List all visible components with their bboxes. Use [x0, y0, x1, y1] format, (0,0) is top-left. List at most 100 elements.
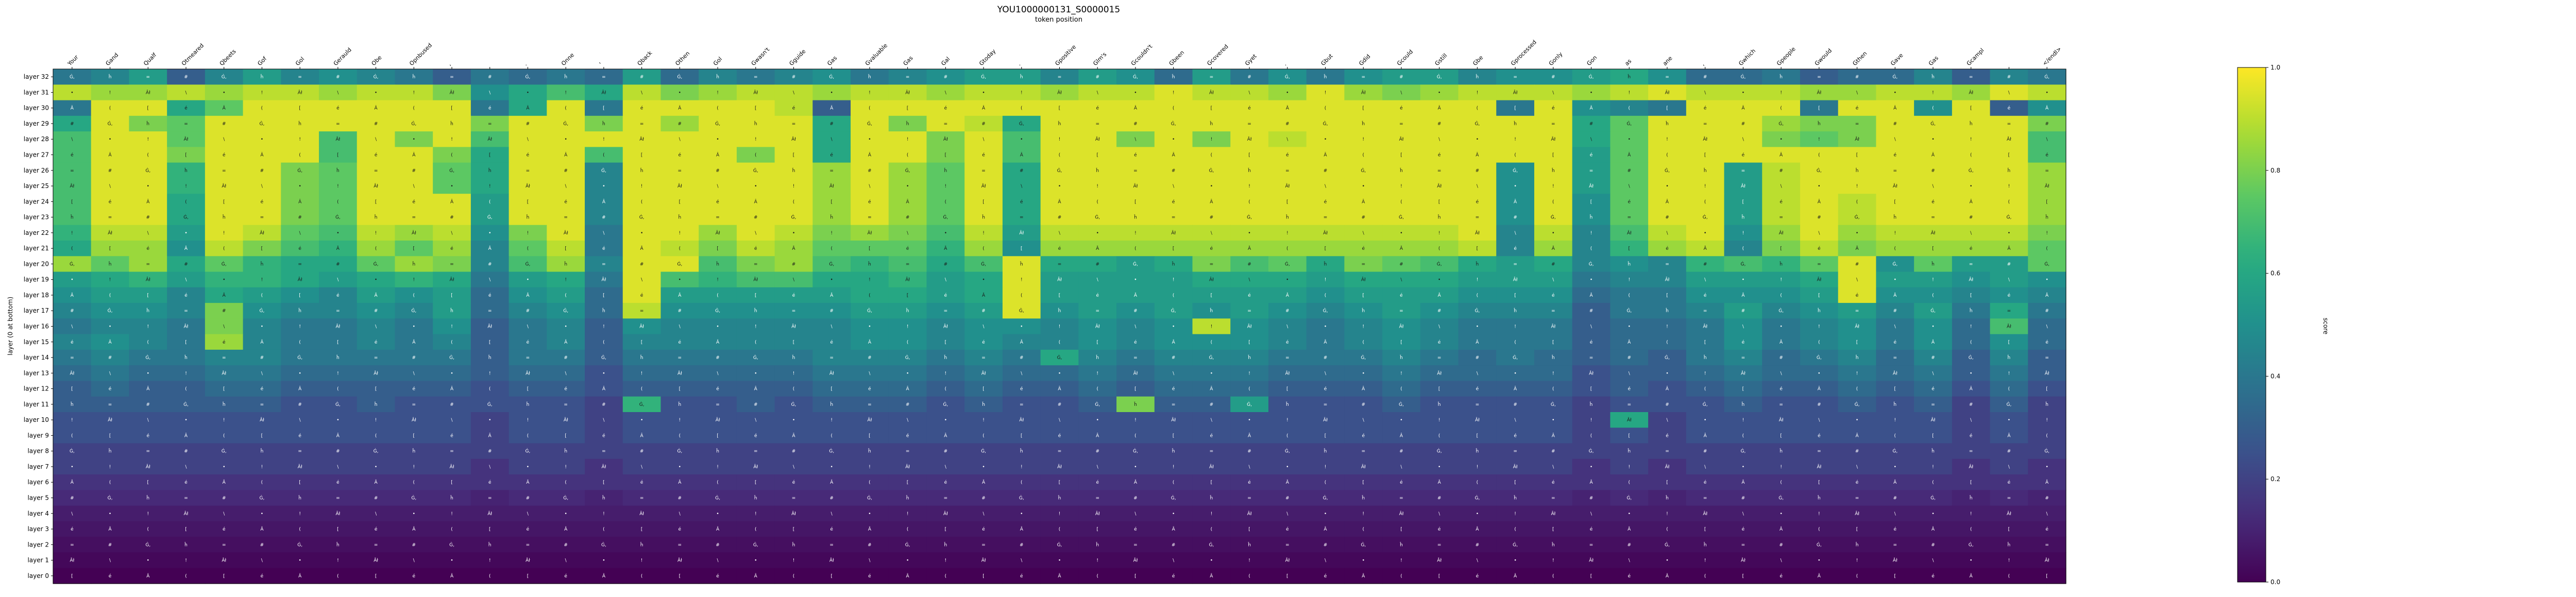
cell-glyph: [ — [831, 387, 833, 392]
heatmap-cell — [1686, 490, 1725, 506]
cell-glyph: • — [640, 418, 643, 423]
cell-glyph: Âł — [1057, 464, 1062, 470]
cell-glyph: Âł — [1969, 89, 1973, 95]
cell-glyph: • — [868, 137, 871, 142]
cell-glyph: ! — [1400, 558, 1402, 564]
cell-glyph: Âł — [336, 136, 341, 142]
cell-glyph: ĥ — [146, 495, 149, 501]
cell-glyph: # — [1133, 496, 1138, 501]
heatmap-cell — [888, 115, 927, 132]
heatmap-cell — [1876, 303, 1914, 319]
cell-glyph: Âł — [981, 557, 986, 564]
cell-glyph: • — [1476, 511, 1479, 517]
cell-glyph: ĥ — [1855, 354, 1859, 361]
cell-glyph: ĥ — [1741, 401, 1745, 407]
heatmap-cell — [205, 505, 244, 522]
cell-glyph: ( — [451, 340, 453, 345]
cell-glyph: Ġ, — [108, 308, 113, 314]
cell-glyph: ! — [1400, 371, 1402, 376]
cell-glyph: Ġ, — [1437, 449, 1442, 454]
cell-glyph: = — [754, 449, 758, 454]
cell-glyph: ( — [489, 574, 491, 579]
cell-glyph: • — [1058, 558, 1061, 564]
heatmap-cell — [243, 490, 281, 506]
heatmap-cell — [888, 505, 927, 522]
heatmap-cell — [281, 521, 319, 537]
cell-glyph: # — [906, 215, 910, 220]
heatmap-cell — [205, 381, 244, 397]
cell-glyph: ĥ — [1931, 74, 1935, 80]
cell-glyph: Â — [1666, 386, 1669, 392]
cell-glyph: ( — [1211, 153, 1213, 158]
heatmap-cell — [699, 162, 737, 179]
cell-glyph: ĥ — [70, 401, 74, 407]
heatmap-cell — [888, 349, 927, 366]
heatmap-cell — [1686, 115, 1725, 132]
cell-glyph: Â — [906, 573, 910, 579]
heatmap-cell — [1534, 225, 1573, 241]
heatmap-cell — [1648, 521, 1687, 537]
heatmap-cell — [547, 552, 585, 569]
cell-glyph: ( — [717, 293, 719, 298]
cell-glyph: Ġ, — [1740, 261, 1745, 267]
heatmap-cell — [888, 365, 927, 382]
heatmap-cell — [53, 365, 92, 382]
heatmap-cell — [964, 287, 1003, 303]
heatmap-cell — [395, 318, 433, 335]
heatmap-cell — [243, 147, 281, 163]
heatmap-cell — [1686, 396, 1725, 413]
heatmap-cell — [2028, 194, 2066, 210]
heatmap-cell — [1610, 209, 1649, 226]
heatmap-cell — [774, 209, 813, 226]
cell-glyph: Â — [754, 386, 758, 392]
cell-glyph: = — [1589, 355, 1594, 361]
cell-glyph: Âł — [981, 183, 986, 189]
cell-glyph: Ġ, — [297, 355, 302, 361]
heatmap-cell — [1344, 271, 1383, 288]
heatmap-cell — [1534, 349, 1573, 366]
heatmap-cell — [888, 474, 927, 490]
cell-glyph: [ — [1780, 433, 1782, 438]
heatmap-cell — [851, 100, 889, 116]
heatmap-cell — [509, 115, 547, 132]
heatmap-cell — [1306, 241, 1345, 257]
heatmap-cell — [470, 225, 510, 241]
heatmap-cell — [1192, 428, 1231, 444]
cell-glyph: Âł — [1589, 557, 1594, 564]
cell-glyph: ĥ — [943, 541, 947, 548]
heatmap-cell — [1078, 194, 1117, 210]
cell-glyph: ( — [1173, 106, 1175, 111]
heatmap-cell — [509, 443, 547, 459]
cell-glyph: # — [1247, 75, 1251, 80]
heatmap-cell — [1572, 100, 1611, 116]
cell-glyph: Ġ, — [1969, 542, 1974, 548]
cell-glyph: Âł — [526, 557, 530, 564]
heatmap-cell — [1420, 474, 1459, 490]
cell-glyph: ! — [982, 231, 985, 236]
cell-glyph: Âł — [1399, 510, 1404, 517]
cell-glyph: Âł — [791, 323, 796, 330]
cell-glyph: • — [488, 231, 491, 236]
cell-glyph: é — [1172, 199, 1175, 204]
cell-glyph: = — [1969, 75, 1973, 80]
cell-glyph: • — [602, 558, 605, 564]
cell-glyph: Âł — [1019, 230, 1024, 236]
heatmap-cell — [926, 178, 965, 194]
cell-glyph: Ġ, — [183, 215, 189, 220]
cell-glyph: • — [1818, 558, 1820, 564]
cell-glyph: Âł — [639, 510, 644, 517]
heatmap-cell — [1230, 412, 1269, 428]
cell-glyph: [ — [1704, 153, 1706, 158]
cell-glyph: é — [1400, 293, 1403, 298]
heatmap-cell — [1268, 537, 1307, 553]
cell-glyph: # — [488, 262, 492, 267]
heatmap-cell — [1838, 100, 1877, 116]
cell-glyph: Â — [1400, 432, 1403, 438]
cell-glyph: é — [1286, 526, 1289, 532]
cell-glyph: # — [1627, 355, 1631, 361]
cell-glyph: # — [640, 75, 644, 80]
cell-glyph: Â — [1476, 526, 1479, 532]
cell-glyph: Ġ, — [1057, 168, 1062, 174]
heatmap-cell — [91, 412, 130, 428]
cell-glyph: Â — [184, 432, 188, 438]
